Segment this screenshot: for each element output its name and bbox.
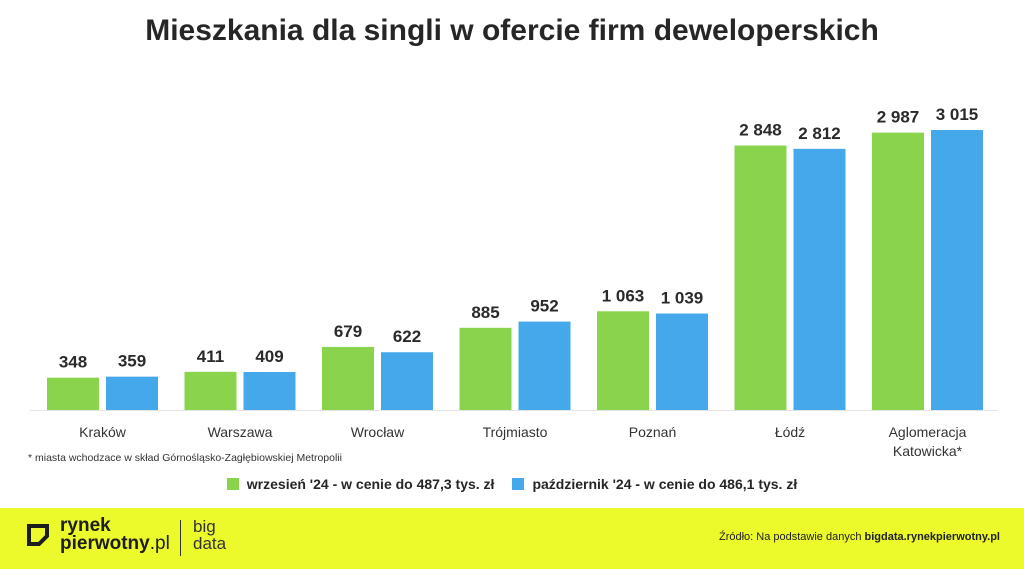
logo-line2-bold: pierwotny [60, 533, 150, 554]
x-tick-label-1: Warszawa [208, 424, 273, 440]
bar-september-4 [597, 311, 649, 410]
legend-label-september: wrzesień '24 - w cenie do 487,3 tys. zł [246, 476, 495, 492]
footer-bar: rynek pierwotny.pl big data Źródło: Na p… [0, 508, 1024, 569]
bar-september-5 [734, 145, 787, 410]
bigdata-line2: data [193, 534, 227, 553]
data-label-september-4: 1 063 [602, 286, 645, 305]
data-label-september-6: 2 987 [877, 108, 920, 127]
x-tick-label-6: Aglomeracja Katowicka* [889, 424, 967, 459]
legend-swatch-blue [512, 478, 525, 490]
bar-chart: 348 359 Kraków 411 409 Warszawa 679 622 Wrocław 8… [30, 105, 998, 459]
bar-october-5 [793, 148, 846, 410]
data-label-october-5: 2 812 [798, 124, 841, 143]
bar-october-3 [518, 321, 571, 410]
bar-october-0 [106, 376, 158, 410]
bar-october-6 [931, 130, 983, 410]
bigdata-logo: big data [193, 518, 226, 552]
x-tick-label-3: Trójmiasto [483, 424, 548, 440]
x-tick-label-5: Łódź [775, 424, 805, 440]
x-tick-label-2: Wrocław [351, 424, 405, 440]
data-label-october-1: 409 [255, 347, 283, 366]
source-note: Źródło: Na podstawie danych bigdata.ryne… [719, 531, 1000, 543]
data-label-september-0: 348 [59, 353, 87, 372]
data-label-october-0: 359 [118, 352, 146, 371]
footnote: * miasta wchodzace w skład Górnośląsko-Z… [28, 452, 342, 464]
bar-september-1 [184, 371, 237, 410]
logo-line1: rynek [60, 515, 111, 536]
data-label-october-2: 622 [393, 327, 421, 346]
legend-swatch-green [226, 478, 239, 490]
bar-september-6 [872, 132, 924, 410]
bar-october-2 [381, 352, 433, 410]
legend: wrzesień '24 - w cenie do 487,3 tys. zł … [0, 476, 1024, 492]
rynekpierwotny-logo-text: rynek pierwotny.pl [60, 515, 170, 554]
logo-line2-domain: .pl [149, 533, 170, 554]
source-site: bigdata.rynekpierwotny.pl [864, 531, 1001, 543]
bar-september-3 [459, 327, 512, 410]
data-label-october-4: 1 039 [661, 289, 704, 308]
data-label-september-2: 679 [334, 322, 362, 341]
legend-item-october: październik '24 - w cenie do 486,1 tys. … [512, 476, 797, 492]
source-prefix: Źródło: Na podstawie danych [718, 531, 862, 543]
bar-october-1 [243, 372, 296, 410]
logo-line2: pierwotny.pl [60, 533, 170, 554]
legend-item-september: wrzesień '24 - w cenie do 487,3 tys. zł [226, 476, 495, 492]
data-label-september-3: 885 [471, 303, 499, 322]
data-label-september-5: 2 848 [739, 121, 782, 140]
bigdata-line1: big [193, 517, 216, 536]
data-label-september-1: 411 [197, 347, 224, 366]
legend-label-october: październik '24 - w cenie do 486,1 tys. … [532, 476, 798, 492]
x-tick-label-4: Poznań [629, 424, 676, 440]
x-tick-label-0: Kraków [79, 424, 127, 440]
bar-october-4 [656, 313, 708, 410]
data-label-october-3: 952 [530, 297, 558, 316]
data-label-october-6: 3 015 [936, 105, 979, 124]
bar-september-0 [47, 377, 99, 410]
rynekpierwotny-logo-icon [27, 524, 49, 546]
chart-title: Mieszkania dla singli w ofercie firm dew… [145, 14, 879, 47]
bar-september-2 [322, 346, 374, 410]
logo-divider [180, 520, 181, 556]
